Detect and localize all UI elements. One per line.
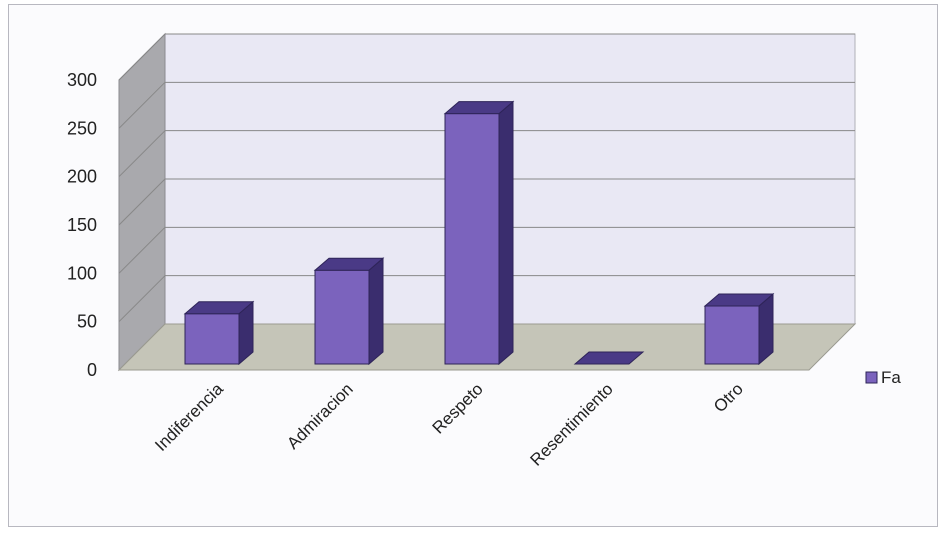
category-label: Resentimiento	[527, 379, 617, 469]
chart-frame: 0 50 100 150 200 250 300 Indiferencia Admiracion…	[8, 4, 938, 527]
category-label: Otro	[710, 379, 747, 416]
bar-side	[368, 257, 384, 366]
category-label: Respeto	[429, 379, 487, 437]
bar-top	[443, 101, 515, 115]
legend-label: Fa	[881, 368, 901, 387]
gridline-side	[118, 81, 166, 129]
y-tick-label: 50	[77, 312, 97, 332]
bar-top	[183, 301, 255, 315]
y-tick-label: 150	[67, 215, 97, 235]
y-tick-label: 0	[87, 360, 97, 380]
bar	[314, 269, 370, 365]
bar-top	[573, 351, 645, 365]
bar-chart: 0 50 100 150 200 250 300 Indiferencia Admiracion…	[67, 32, 901, 470]
gridline-side	[118, 226, 166, 274]
gridline-side	[118, 178, 166, 226]
gridline-side	[118, 275, 166, 323]
bar-side	[498, 100, 514, 366]
bar	[184, 313, 240, 365]
y-tick-label: 200	[67, 167, 97, 187]
bar	[704, 305, 760, 365]
y-tick-label: 300	[67, 70, 97, 90]
bar-top	[703, 293, 775, 307]
y-tick-label: 250	[67, 118, 97, 138]
gridline-side	[118, 130, 166, 178]
bar	[444, 113, 500, 365]
legend-swatch	[865, 371, 878, 384]
gridline-side	[118, 33, 166, 81]
category-label: Indiferencia	[151, 379, 227, 455]
category-label: Admiracion	[283, 379, 357, 453]
y-tick-label: 100	[67, 263, 97, 283]
bar-top	[313, 257, 385, 271]
